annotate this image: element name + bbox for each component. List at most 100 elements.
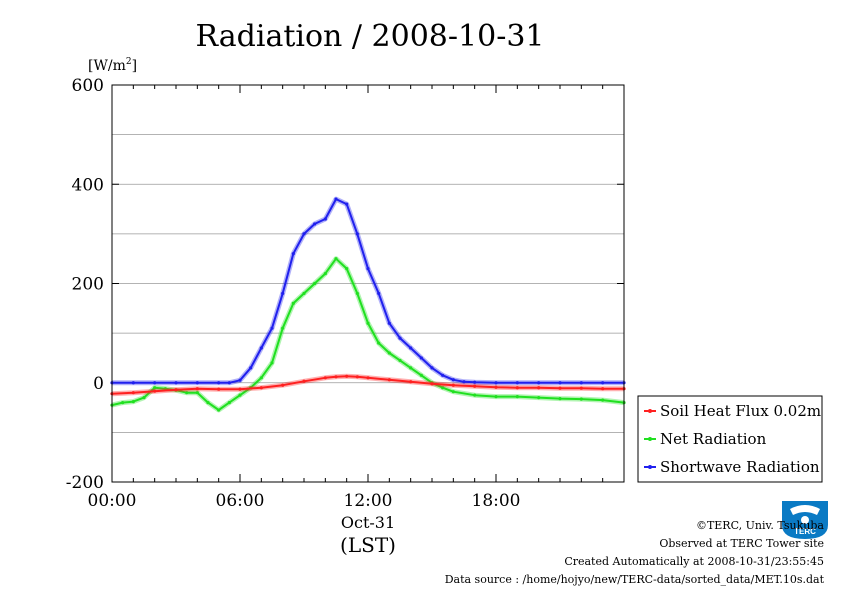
data-point — [259, 376, 263, 380]
data-point — [227, 401, 231, 405]
data-point — [494, 381, 498, 385]
series-line — [112, 198, 624, 384]
data-point — [281, 326, 285, 330]
data-point — [473, 384, 477, 388]
data-point — [441, 386, 445, 390]
x-tick-label: 12:00 — [344, 491, 393, 511]
data-point — [323, 271, 327, 276]
data-point — [270, 326, 274, 330]
data-point — [174, 381, 178, 385]
data-point — [302, 291, 306, 296]
data-point — [334, 197, 338, 201]
y-tick-label: 400 — [72, 175, 104, 195]
x-tick-labels: 00:00 06:00 12:00 18:00 — [88, 491, 521, 511]
data-point — [323, 376, 327, 380]
data-point — [313, 222, 317, 226]
data-point — [387, 351, 391, 355]
data-point — [430, 382, 434, 386]
data-point — [142, 396, 146, 400]
data-point — [270, 361, 274, 365]
y-axis-label: [W/m2] — [88, 57, 137, 74]
data-point — [409, 346, 413, 350]
data-point — [387, 378, 391, 382]
data-point — [206, 401, 210, 405]
data-point — [238, 378, 242, 382]
data-point — [291, 301, 295, 305]
data-point — [558, 386, 562, 390]
observed-text: Observed at TERC Tower site — [659, 537, 824, 550]
data-point — [419, 373, 423, 377]
data-point — [323, 217, 327, 221]
data-point — [377, 291, 381, 296]
data-point — [185, 391, 189, 395]
x-tick-label: 18:00 — [472, 491, 521, 511]
data-point — [366, 321, 370, 325]
data-point — [515, 395, 519, 399]
data-point — [409, 366, 413, 370]
legend-label: Net Radiation — [660, 430, 767, 448]
chart-title: Radiation / 2008-10-31 — [195, 19, 544, 54]
legend-marker — [648, 437, 652, 441]
series-halo — [112, 196, 624, 386]
y-tick-labels: -200 0 200 400 600 — [66, 76, 104, 493]
data-point — [131, 381, 135, 385]
data-point — [558, 397, 562, 401]
data-point — [377, 341, 381, 345]
data-point — [398, 358, 402, 363]
data-point — [153, 389, 157, 393]
data-point — [366, 267, 370, 271]
data-point — [355, 375, 359, 379]
data-point — [217, 408, 221, 412]
data-point — [291, 252, 295, 256]
logo-text: TERC — [794, 527, 816, 536]
data-point — [419, 356, 423, 360]
data-point — [355, 291, 359, 296]
data-point — [345, 267, 349, 271]
data-point — [281, 291, 285, 296]
data-point — [195, 391, 199, 395]
data-point — [121, 401, 125, 405]
grid-lines — [111, 84, 625, 483]
data-point — [238, 393, 242, 397]
date-label: Oct-31 — [341, 513, 395, 532]
y-tick-label: -200 — [66, 473, 104, 493]
legend-marker — [648, 465, 652, 469]
x-axis-label: (LST) — [340, 533, 396, 557]
data-point — [334, 375, 338, 379]
data-point — [195, 381, 199, 385]
data-point — [302, 379, 306, 383]
data-point — [601, 381, 605, 385]
created-text: Created Automatically at 2008-10-31/23:5… — [564, 555, 824, 568]
legend: Soil Heat Flux 0.02m Net Radiation Shortwa… — [637, 395, 823, 483]
data-point — [217, 387, 221, 391]
source-text: Data source : /home/hojyo/new/TERC-data/… — [444, 573, 824, 586]
data-point — [398, 336, 402, 340]
data-point — [473, 393, 477, 397]
data-point — [537, 396, 541, 400]
data-point — [579, 381, 583, 385]
y-tick-label: 200 — [72, 275, 104, 295]
plot-frame — [111, 84, 625, 483]
data-point — [355, 232, 359, 236]
data-point — [281, 383, 285, 387]
data-point — [131, 400, 135, 404]
data-point — [441, 373, 445, 377]
data-point — [579, 397, 583, 401]
legend-label: Shortwave Radiation — [660, 458, 820, 476]
series-lines — [110, 196, 626, 413]
data-point — [494, 385, 498, 389]
data-point — [558, 381, 562, 385]
copyright-text: ©TERC, Univ. Tsukuba — [695, 519, 824, 532]
legend-label: Soil Heat Flux 0.02m — [660, 402, 821, 420]
data-point — [174, 388, 178, 392]
data-point — [537, 386, 541, 390]
y-tick-label: 0 — [93, 374, 104, 394]
data-point — [451, 383, 455, 387]
data-point — [302, 232, 306, 236]
data-point — [473, 380, 477, 384]
data-point — [259, 386, 263, 390]
data-point — [249, 366, 253, 370]
data-point — [345, 202, 349, 206]
data-point — [366, 376, 370, 380]
